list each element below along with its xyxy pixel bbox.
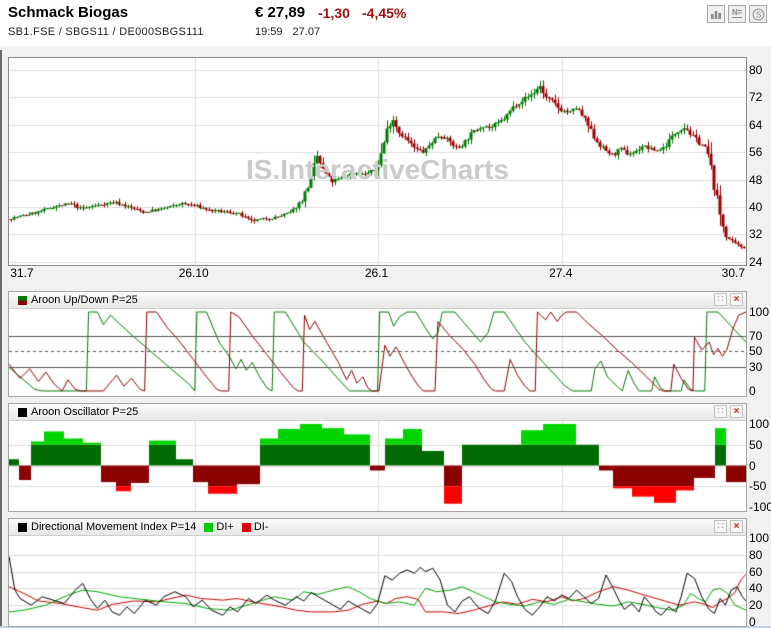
aroon-updown-canvas[interactable] — [9, 309, 746, 395]
y-axis-tick-label: 20 — [749, 598, 763, 613]
y-axis-tick-label: 60 — [749, 564, 763, 579]
price-change-percent: -4,45% — [362, 5, 407, 21]
aroon-oscillator-legend-icon — [18, 407, 27, 417]
panel-title: Directional Movement Index P=14 — [31, 521, 197, 533]
x-axis-tick-label: 26.10 — [178, 266, 209, 280]
dmi-canvas[interactable] — [9, 536, 746, 626]
y-axis-tick-label: 80 — [749, 62, 763, 77]
panel-close-icon[interactable]: × — [730, 520, 743, 533]
di-minus-legend-icon — [241, 522, 251, 532]
y-axis-tick-label: -100 — [749, 500, 771, 514]
last-price: € 27,89 — [255, 4, 306, 21]
circle-s-icon[interactable]: S — [749, 5, 767, 23]
y-axis-tick-label: 30 — [749, 360, 763, 375]
x-axis-tick-label: 27.4 — [549, 266, 573, 280]
di-minus-legend-label: DI- — [253, 521, 269, 533]
bar-chart-icon[interactable] — [707, 5, 725, 23]
x-axis-tick-label: 30.7 — [721, 266, 745, 280]
panel-close-icon[interactable]: × — [730, 405, 743, 418]
dmi-panel: Directional Movement Index P=14 DI+ DI- … — [8, 518, 747, 627]
window-left-edge — [0, 50, 2, 628]
window-bottom-strip — [0, 626, 771, 628]
aroon-oscillator-panel: Aroon Oscillator P=25 ∷ × — [8, 403, 747, 512]
quote-date: 27.07 — [292, 26, 321, 38]
panel-title: Aroon Oscillator P=25 — [31, 406, 139, 418]
panel-close-icon[interactable]: × — [730, 293, 743, 306]
svg-text:N: N — [732, 8, 738, 17]
quote-timestamp: 19:59 27.07 — [255, 26, 330, 38]
y-axis-tick-label: 100 — [749, 305, 770, 319]
news-icon[interactable]: N — [728, 5, 746, 23]
aroon-updown-panel: Aroon Up/Down P=25 ∷ × — [8, 291, 747, 397]
quote-time: 19:59 — [255, 26, 283, 38]
y-axis-tick-label: 32 — [749, 227, 763, 242]
aroon-updown-legend-icon — [18, 295, 27, 305]
aroon-oscillator-header: Aroon Oscillator P=25 ∷ × — [9, 404, 746, 421]
instrument-symbols: SB1.FSE / SBGS11 / DE000SBGS111 — [8, 26, 204, 38]
y-axis-tick-label: 50 — [749, 437, 763, 452]
panel-drag-icon[interactable]: ∷ — [714, 405, 727, 418]
panel-title: Aroon Up/Down P=25 — [31, 294, 138, 306]
aroon-oscillator-canvas[interactable] — [9, 421, 746, 511]
svg-text:S: S — [756, 10, 761, 19]
di-plus-legend-icon — [204, 522, 214, 532]
y-axis-tick-label: 40 — [749, 581, 763, 596]
y-axis-tick-label: 100 — [749, 416, 770, 431]
y-axis-tick-label: 0 — [749, 458, 756, 473]
di-plus-legend-label: DI+ — [216, 521, 234, 533]
aroon-updown-header: Aroon Up/Down P=25 ∷ × — [9, 292, 746, 309]
panel-drag-icon[interactable]: ∷ — [714, 293, 727, 306]
x-axis-tick-label: 26.1 — [364, 266, 389, 280]
price-chart-canvas[interactable] — [9, 58, 746, 265]
y-axis-tick-label: 0 — [749, 383, 756, 398]
quote-header: Schmack Biogas SB1.FSE / SBGS11 / DE000S… — [0, 0, 771, 46]
y-axis-tick-label: 80 — [749, 547, 763, 562]
y-axis-tick-label: 24 — [749, 254, 763, 269]
y-axis-tick-label: 70 — [749, 328, 763, 343]
panel-drag-icon[interactable]: ∷ — [714, 520, 727, 533]
price-chart-panel: IS.InteractiveCharts — [8, 57, 747, 266]
y-axis-tick-label: 40 — [749, 200, 763, 215]
y-axis-tick-label: -50 — [749, 479, 767, 494]
y-axis-tick-label: 64 — [749, 117, 763, 132]
instrument-name: Schmack Biogas — [8, 4, 129, 21]
header-toolbar: N S — [707, 5, 767, 23]
y-axis-tick-label: 72 — [749, 90, 763, 105]
price-change-absolute: -1,30 — [318, 5, 350, 21]
dmi-header: Directional Movement Index P=14 DI+ DI- … — [9, 519, 746, 536]
y-axis-tick-label: 56 — [749, 145, 763, 160]
y-axis-tick-label: 50 — [749, 344, 763, 359]
y-axis-tick-label: 0 — [749, 614, 756, 628]
dmi-legend-icon — [18, 522, 27, 532]
y-axis-tick-label: 100 — [749, 531, 770, 545]
x-axis-tick-label: 31.7 — [10, 266, 34, 280]
y-axis-tick-label: 48 — [749, 172, 763, 187]
